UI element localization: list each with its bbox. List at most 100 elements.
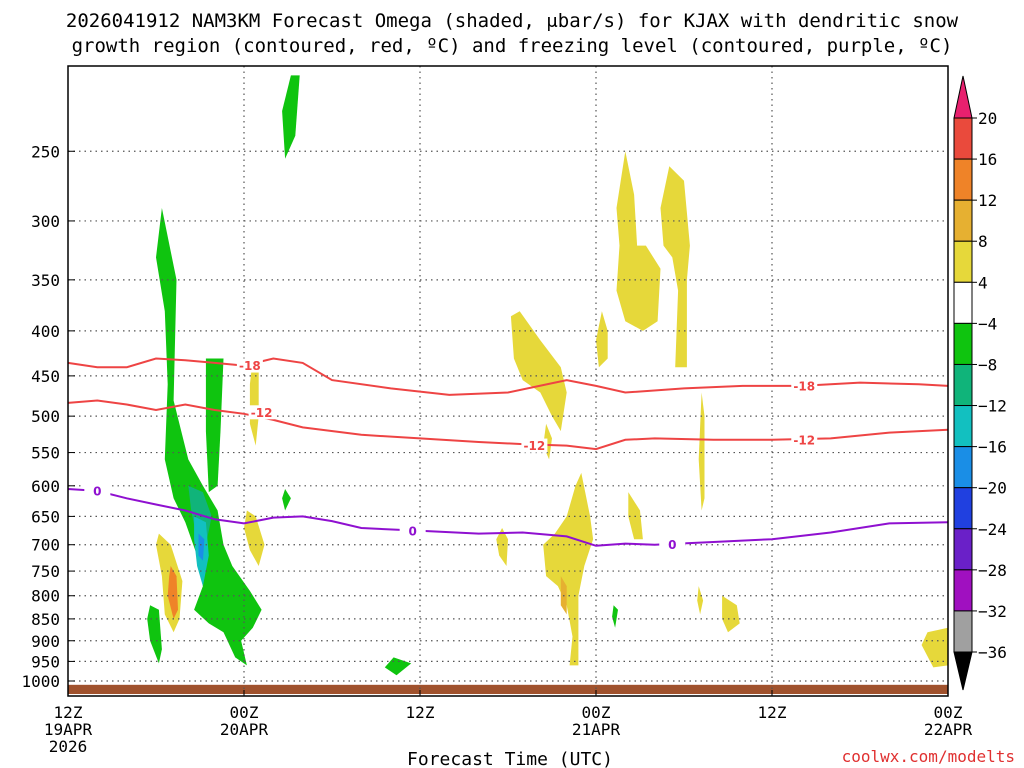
- colorbar-segment-0: [953, 117, 973, 160]
- y-tick-label-900: 900: [31, 632, 60, 651]
- colorbar-segment-8: [953, 446, 973, 489]
- colorbar-segment-3: [953, 240, 973, 283]
- colorbar: 20 16 12 8 4 −4 −8 −12 −16 −20 −24 −28 −32 −36: [953, 75, 1007, 691]
- y-tick-label-650: 650: [31, 507, 60, 526]
- colorbar-segment-2: [953, 199, 973, 242]
- colorbar-segment-10: [953, 528, 973, 571]
- colorbar-label-12: −32: [978, 602, 1007, 621]
- contour-label-freezing-0: 0: [93, 484, 101, 498]
- contour-label-bg--18C-1: [791, 378, 818, 393]
- y-tick-label-400: 400: [31, 322, 60, 341]
- y-tick-label-800: 800: [31, 587, 60, 606]
- x-tick-label-24-l1: 12Z: [406, 703, 435, 722]
- y-tick-label-1000: 1000: [21, 672, 60, 691]
- omega-region-6: [612, 605, 618, 628]
- colorbar-top-arrow: [953, 75, 973, 119]
- plot-area: -18 -18 -12 -12 -12 0 0 0: [67, 65, 949, 697]
- omega-region-15: [244, 510, 265, 566]
- x-tick-label-12-l1: 00Z: [230, 703, 259, 722]
- contour-label-bg--12C-0: [248, 405, 275, 420]
- x-tick-label-36-l1: 00Z: [582, 703, 611, 722]
- colorbar-label-7: −12: [978, 397, 1007, 416]
- omega-region-25: [167, 566, 178, 619]
- colorbar-label-13: −36: [978, 643, 1007, 662]
- omega-region-0: [282, 75, 300, 159]
- colorbar-label-9: −20: [978, 479, 1007, 498]
- colorbar-label-4: 4: [978, 273, 988, 292]
- contour-label--12C-1: -12: [524, 439, 546, 453]
- y-tick-label-700: 700: [31, 536, 60, 555]
- x-tick-label-48-l1: 12Z: [758, 703, 787, 722]
- contour-label-bg-freezing-2: [659, 537, 686, 552]
- x-tick-label-36-l2: 21APR: [572, 720, 621, 739]
- omega-region-18: [543, 472, 594, 666]
- x-axis-label: Forecast Time (UTC): [407, 749, 613, 768]
- omega-region-13: [596, 311, 608, 368]
- pressure-axis: 250 300 350 400 450 500 550 600 650 700 750 800 850 9…: [21, 142, 75, 691]
- x-tick-label-0-l3: 2026: [49, 737, 88, 756]
- x-tick-label-60-l2: 22APR: [924, 720, 973, 739]
- contour-label-bg-freezing-1: [399, 523, 426, 538]
- omega-region-24: [921, 627, 948, 668]
- contour-label-bg--12C-2: [791, 432, 818, 447]
- colorbar-label-6: −8: [978, 355, 997, 374]
- colorbar-label-1: 16: [978, 150, 997, 169]
- colorbar-segment-11: [953, 569, 973, 612]
- omega-region-12: [660, 166, 690, 368]
- omega-region-23: [722, 595, 740, 633]
- omega-region-21: [698, 392, 705, 511]
- omega-region-4: [282, 489, 291, 511]
- colorbar-label-5: −4: [978, 314, 997, 333]
- colorbar-segment-7: [953, 405, 973, 448]
- colorbar-segment-4: [953, 281, 973, 324]
- colorbar-label-2: 12: [978, 191, 997, 210]
- colorbar-segment-6: [953, 363, 973, 407]
- contour-label-freezing-2: 0: [668, 538, 676, 552]
- y-tick-label-500: 500: [31, 407, 60, 426]
- y-tick-label-300: 300: [31, 212, 60, 231]
- contour-label--12C-0: -12: [251, 406, 273, 420]
- y-tick-label-250: 250: [31, 142, 60, 161]
- colorbar-bottom-arrow: [953, 651, 973, 691]
- omega-region-20: [628, 492, 643, 540]
- omega-region-3: [147, 605, 162, 664]
- contour-label-bg--12C-1: [521, 438, 548, 453]
- colorbar-label-0: 20: [978, 109, 997, 128]
- contour-label--18C-0: -18: [239, 359, 261, 373]
- omega-region-2: [205, 358, 224, 493]
- contour-line--18C: [67, 357, 949, 396]
- x-tick-label-0-l2: 19APR: [44, 720, 93, 739]
- contour-label-freezing-1: 0: [408, 524, 416, 538]
- x-tick-label-0-l1: 12Z: [54, 703, 83, 722]
- omega-region-1: [156, 208, 262, 666]
- omega-region-5: [384, 657, 412, 676]
- colorbar-segment-1: [953, 158, 973, 201]
- colorbar-segment-5: [953, 322, 973, 365]
- colorbar-segment-9: [953, 487, 973, 530]
- chart-title-line-1: 2026041912 NAM3KM Forecast Omega (shaded…: [66, 10, 959, 32]
- colorbar-label-3: 8: [978, 232, 988, 251]
- y-tick-label-750: 750: [31, 562, 60, 581]
- y-tick-label-600: 600: [31, 477, 60, 496]
- omega-region-22: [697, 586, 704, 615]
- omega-region-10: [510, 311, 567, 432]
- colorbar-label-10: −24: [978, 520, 1007, 539]
- y-tick-label-950: 950: [31, 652, 60, 671]
- contour-label-bg--18C-0: [236, 358, 263, 373]
- y-tick-label-450: 450: [31, 367, 60, 386]
- x-tick-label-60-l1: 00Z: [934, 703, 963, 722]
- omega-region-9: [198, 533, 205, 561]
- omega-region-11: [616, 151, 661, 331]
- omega-region-19: [496, 528, 508, 566]
- contour-label--18C-1: -18: [793, 379, 815, 393]
- contour-line--12C: [67, 399, 949, 451]
- y-tick-label-350: 350: [31, 271, 60, 290]
- credit-text[interactable]: coolwx.com/modelts: [842, 747, 1015, 766]
- plot-frame: [67, 65, 949, 697]
- surface-band: [68, 684, 948, 694]
- omega-region-14: [249, 358, 259, 446]
- colorbar-label-11: −28: [978, 561, 1007, 580]
- colorbar-label-8: −16: [978, 438, 1007, 457]
